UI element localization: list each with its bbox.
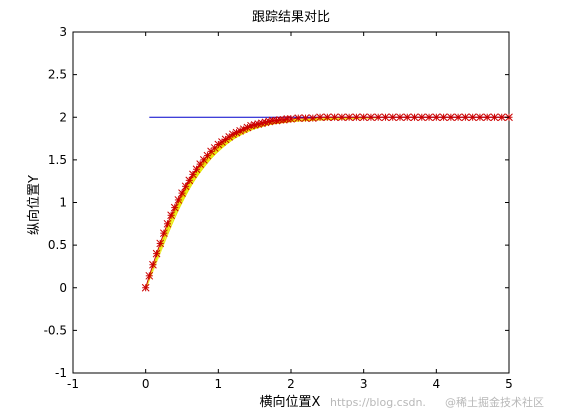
tracking-point: [454, 113, 462, 122]
tracking-point: [163, 219, 172, 228]
x-tick-label: -1: [67, 377, 79, 391]
y-tick-label: 0.5: [48, 238, 67, 252]
tracking-point: [425, 113, 433, 122]
tracking-point: [352, 113, 361, 122]
tracking-point: [345, 113, 353, 122]
tracking-point: [192, 165, 201, 174]
plot-area: [72, 31, 510, 374]
tracking-point: [338, 113, 346, 122]
tracking-point: [316, 113, 324, 122]
tracking-point: [447, 113, 455, 122]
y-tick-label: 2: [59, 110, 67, 124]
x-tick-label: 5: [505, 377, 513, 391]
tracking-point: [490, 113, 499, 122]
tracking-point: [145, 271, 154, 280]
tracking-point: [403, 113, 412, 122]
y-tick-label: 1: [59, 196, 67, 210]
tracking-point: [388, 113, 397, 122]
tracking-point: [381, 113, 390, 122]
tracking-point: [468, 113, 477, 122]
tracking-point: [159, 229, 168, 238]
x-tick-label: 0: [142, 377, 150, 391]
tracking-point: [323, 113, 332, 122]
tracking-point: [167, 211, 175, 220]
y-tick-label: 2.5: [48, 68, 67, 82]
tracking-point: [203, 151, 212, 160]
tracking-point: [359, 113, 368, 122]
watermark-brand: @稀土掘金技术社区: [445, 395, 544, 409]
tracking-point: [283, 115, 292, 123]
x-tick-label: 2: [287, 377, 295, 391]
axis-ticks: -1 0 1 2 3 4 5 -1 -0.5 0 0.5 1 1.5 2 2.5 3: [44, 25, 513, 391]
tracking-point: [461, 113, 470, 122]
tracking-point: [476, 113, 484, 122]
tracking-point: [174, 196, 183, 204]
tracking-point: [152, 249, 161, 258]
watermark-url: https://blog.csdn.: [330, 396, 426, 409]
tracking-point: [301, 114, 310, 122]
y-axis-title: 纵向位置Y: [26, 175, 42, 235]
tracking-point: [396, 113, 404, 122]
tracking-point: [294, 114, 303, 122]
tracking-point: [149, 260, 157, 269]
x-tick-label: 1: [215, 377, 223, 391]
tracking-point: [170, 203, 179, 212]
y-tick-label: 1.5: [48, 153, 67, 167]
tracking-point: [156, 239, 165, 248]
x-tick-label: 3: [360, 377, 368, 391]
tracking-point: [432, 113, 441, 122]
chart-title: 跟踪结果对比: [252, 10, 330, 25]
tracking-point: [483, 113, 492, 122]
tracking-point: [410, 113, 419, 122]
tracking-point: [218, 138, 226, 146]
tracking-point: [374, 113, 383, 122]
tracking-point: [181, 182, 190, 191]
y-tick-label: 0: [59, 281, 67, 295]
tracking-point: [236, 127, 244, 135]
tracking-point: [367, 113, 375, 122]
tracking-point: [189, 170, 197, 179]
tracking-point: [417, 113, 426, 122]
tracking-point: [287, 115, 295, 123]
x-axis-title: 横向位置X: [260, 394, 321, 410]
y-tick-label: -0.5: [44, 323, 67, 337]
tracking-point: [141, 283, 150, 292]
tracking-point: [185, 176, 194, 185]
tracking-point: [330, 113, 339, 122]
y-tick-label: 3: [59, 25, 67, 39]
tracking-point: [178, 189, 186, 197]
series-layer: [141, 113, 513, 292]
x-tick-label: 4: [433, 377, 441, 391]
tracking-point: [497, 113, 506, 122]
tracking-point: [439, 113, 448, 122]
tracking-point: [308, 114, 317, 122]
y-tick-label: -1: [55, 366, 67, 380]
tracking-point: [276, 115, 284, 124]
